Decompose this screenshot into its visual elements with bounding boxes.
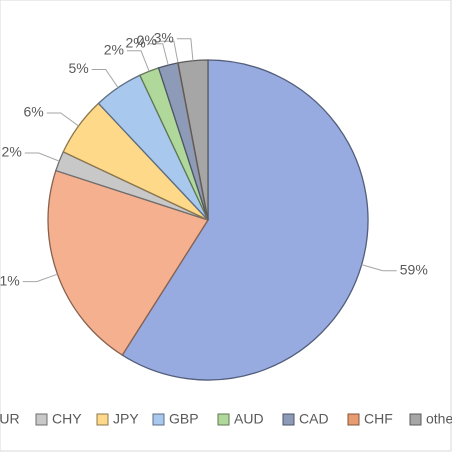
legend-swatch	[282, 413, 295, 426]
legend-swatch	[217, 413, 230, 426]
data-label: 21%	[0, 272, 20, 288]
leader-line	[22, 273, 58, 283]
legend-label: other	[426, 411, 452, 427]
data-label: 2%	[104, 41, 124, 57]
legend-swatch	[96, 413, 109, 426]
leader-line	[24, 152, 60, 162]
leader-line	[148, 43, 169, 66]
data-label: 5%	[68, 60, 88, 76]
legend-swatch	[152, 413, 165, 426]
legend-label: CAD	[299, 411, 329, 427]
pie-slice	[121, 59, 369, 381]
legend-swatch	[409, 413, 422, 426]
data-label: 2%	[126, 34, 146, 50]
leader-line	[127, 50, 150, 72]
data-label: 59%	[400, 261, 428, 277]
legend-swatch	[347, 413, 360, 426]
legend-label: CHY	[52, 411, 82, 427]
legend-swatch	[35, 413, 48, 426]
data-label: 0%	[137, 32, 157, 48]
legend-label: GBP	[169, 411, 199, 427]
legend-label: AUD	[234, 411, 264, 427]
leader-line	[46, 112, 79, 127]
data-label: 3%	[154, 30, 174, 46]
leader-line	[361, 264, 397, 272]
legend-label: JPY	[113, 411, 139, 427]
data-label: 2%	[2, 144, 22, 160]
data-label: 6%	[24, 104, 44, 120]
legend-label: CHF	[364, 411, 393, 427]
pie-slice	[47, 169, 209, 356]
leader-line	[176, 38, 194, 61]
legend-label: EUR	[0, 411, 20, 427]
leader-line	[159, 40, 179, 63]
leader-line	[91, 68, 119, 88]
